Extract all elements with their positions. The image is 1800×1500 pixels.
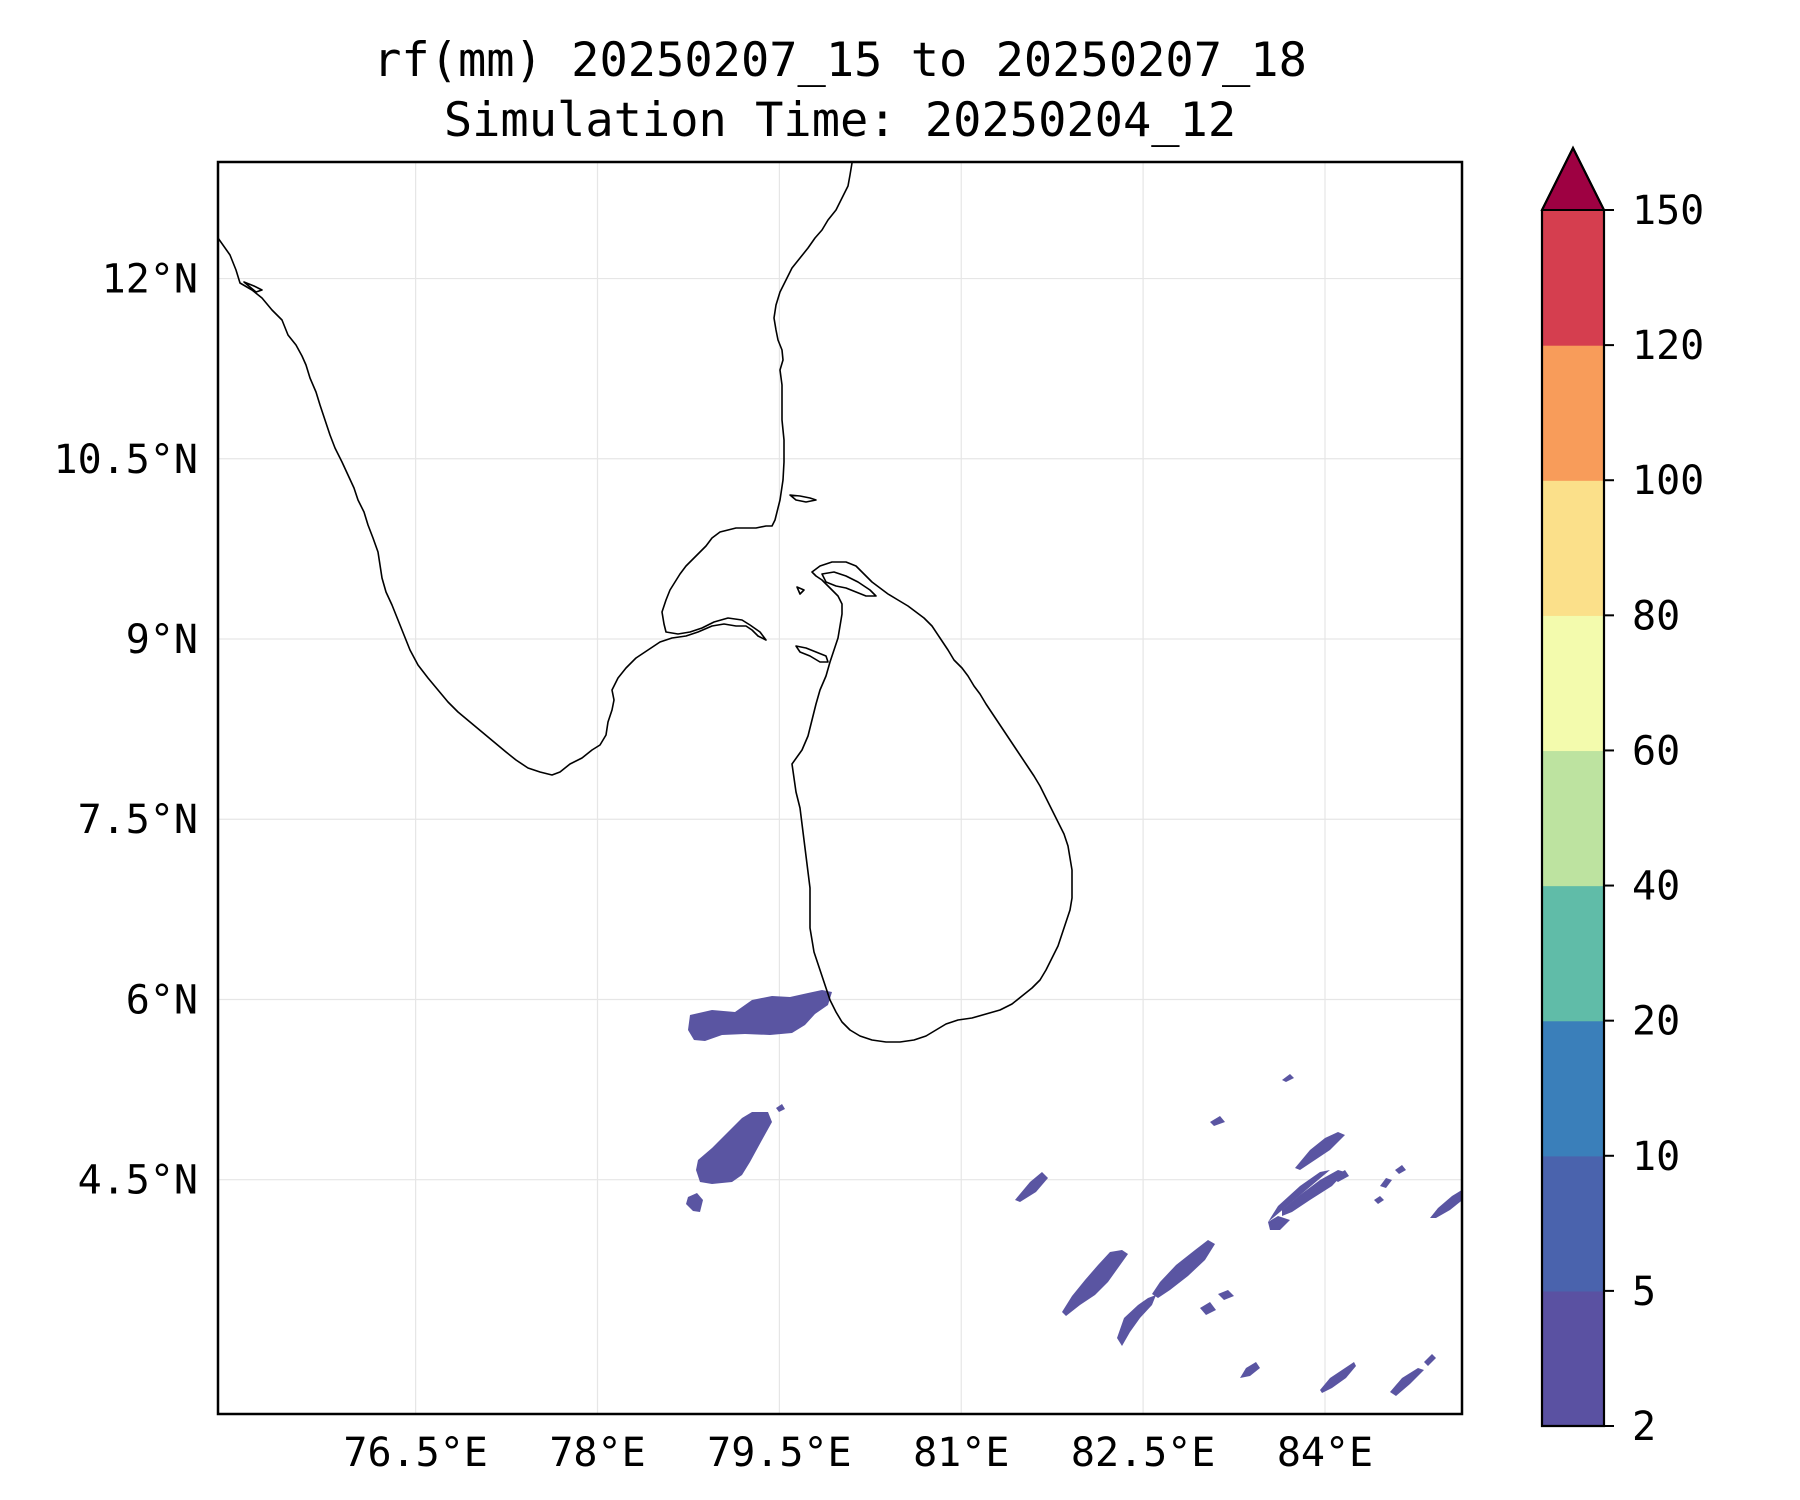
coast-islet-3: [796, 586, 805, 595]
rainfall-areas: [686, 990, 1462, 1396]
y-axis-ticks: 4.5°N 6°N 7.5°N 9°N 10.5°N 12°N: [54, 257, 199, 1204]
rain-cell-8: [1282, 1170, 1345, 1216]
rain-cell-13: [1240, 1362, 1260, 1378]
colorbar-tick-label: 10: [1632, 1134, 1680, 1180]
colorbar-segment: [1542, 345, 1604, 481]
colorbar-segment: [1542, 1020, 1604, 1157]
sri-lanka-coastline: [791, 561, 1073, 1043]
rain-area-southwest: [696, 1112, 772, 1184]
coast-islet-1: [789, 494, 817, 503]
coast-islet-2: [243, 281, 263, 293]
rain-cell-4: [1152, 1240, 1215, 1298]
colorbar-segment: [1542, 1290, 1604, 1427]
rain-cell-small-1: [686, 1193, 703, 1212]
map-frame: [216, 160, 1464, 1416]
y-tick-label: 6°N: [126, 977, 198, 1023]
rain-cell-12: [1430, 1189, 1462, 1218]
rain-cell-17: [1210, 1116, 1225, 1126]
colorbar-tick-label: 150: [1632, 188, 1704, 234]
x-tick-label: 76.5°E: [343, 1430, 488, 1476]
rain-area-west-sri-lanka: [688, 990, 832, 1041]
colorbar-tick-label: 60: [1632, 728, 1680, 774]
colorbar-segment: [1542, 750, 1604, 887]
colorbar-segment: [1542, 480, 1604, 616]
colorbar-segment: [1542, 210, 1604, 346]
rain-cell-1: [1015, 1172, 1048, 1202]
rain-cell-small-2: [776, 1104, 785, 1112]
rain-cell-19: [1332, 1170, 1349, 1182]
rain-cell-3: [1117, 1295, 1156, 1346]
rain-cell-18: [1282, 1074, 1294, 1082]
x-tick-label: 78°E: [549, 1430, 645, 1476]
colorbar-extend-arrow: [1540, 145, 1606, 211]
rain-cell-15: [1390, 1368, 1424, 1396]
rain-cell-11: [1395, 1165, 1406, 1174]
colorbar-segment: [1542, 615, 1604, 752]
rain-cell-20: [1268, 1170, 1330, 1222]
colorbar-tick-label: 120: [1632, 323, 1704, 369]
x-tick-label: 79.5°E: [707, 1430, 852, 1476]
y-tick-label: 9°N: [126, 617, 198, 663]
rain-cell-2: [1062, 1250, 1128, 1316]
rain-cell-7: [1268, 1216, 1290, 1230]
colorbar-segment: [1542, 885, 1604, 1022]
rain-cell-14: [1320, 1362, 1356, 1393]
x-axis-ticks: 76.5°E 78°E 79.5°E 81°E 82.5°E 84°E: [343, 1430, 1373, 1476]
x-tick-label: 84°E: [1277, 1430, 1373, 1476]
colorbar-tick-label: 5: [1632, 1269, 1656, 1315]
coastlines: [218, 162, 1073, 1043]
colorbar-tick-label: 40: [1632, 864, 1680, 910]
colorbar: 2 5 10 20 40 60 80 100 120 150: [1540, 145, 1704, 1450]
mannar-island: [795, 645, 829, 663]
y-tick-label: 7.5°N: [78, 797, 198, 843]
y-tick-label: 4.5°N: [78, 1158, 198, 1204]
x-tick-label: 81°E: [913, 1430, 1009, 1476]
colorbar-tick-label: 100: [1632, 458, 1704, 504]
rain-cell-6: [1218, 1290, 1234, 1300]
rain-cell-9: [1295, 1132, 1345, 1170]
jaffna-lagoon: [821, 571, 877, 597]
chart-title: rf(mm) 20250207_15 to 20250207_18: [373, 33, 1307, 88]
rain-cell-21: [1374, 1196, 1384, 1204]
colorbar-tick-label: 2: [1632, 1404, 1656, 1450]
colorbar-segment: [1542, 1155, 1604, 1292]
colorbar-tick-label: 80: [1632, 593, 1680, 639]
rain-cell-5: [1200, 1302, 1216, 1315]
rain-cell-16: [1424, 1354, 1436, 1366]
map-area: 76.5°E 78°E 79.5°E 81°E 82.5°E 84°E 4.5°N 6°N 7…: [54, 160, 1464, 1476]
colorbar-outline: [1540, 145, 1606, 1428]
chart-subtitle: Simulation Time: 20250204_12: [444, 93, 1236, 148]
india-coastline: [218, 162, 853, 776]
y-tick-label: 12°N: [102, 257, 198, 303]
y-tick-label: 10.5°N: [54, 437, 199, 483]
rain-cell-10: [1380, 1178, 1392, 1188]
colorbar-tick-label: 20: [1632, 999, 1680, 1045]
x-tick-label: 82.5°E: [1071, 1430, 1216, 1476]
